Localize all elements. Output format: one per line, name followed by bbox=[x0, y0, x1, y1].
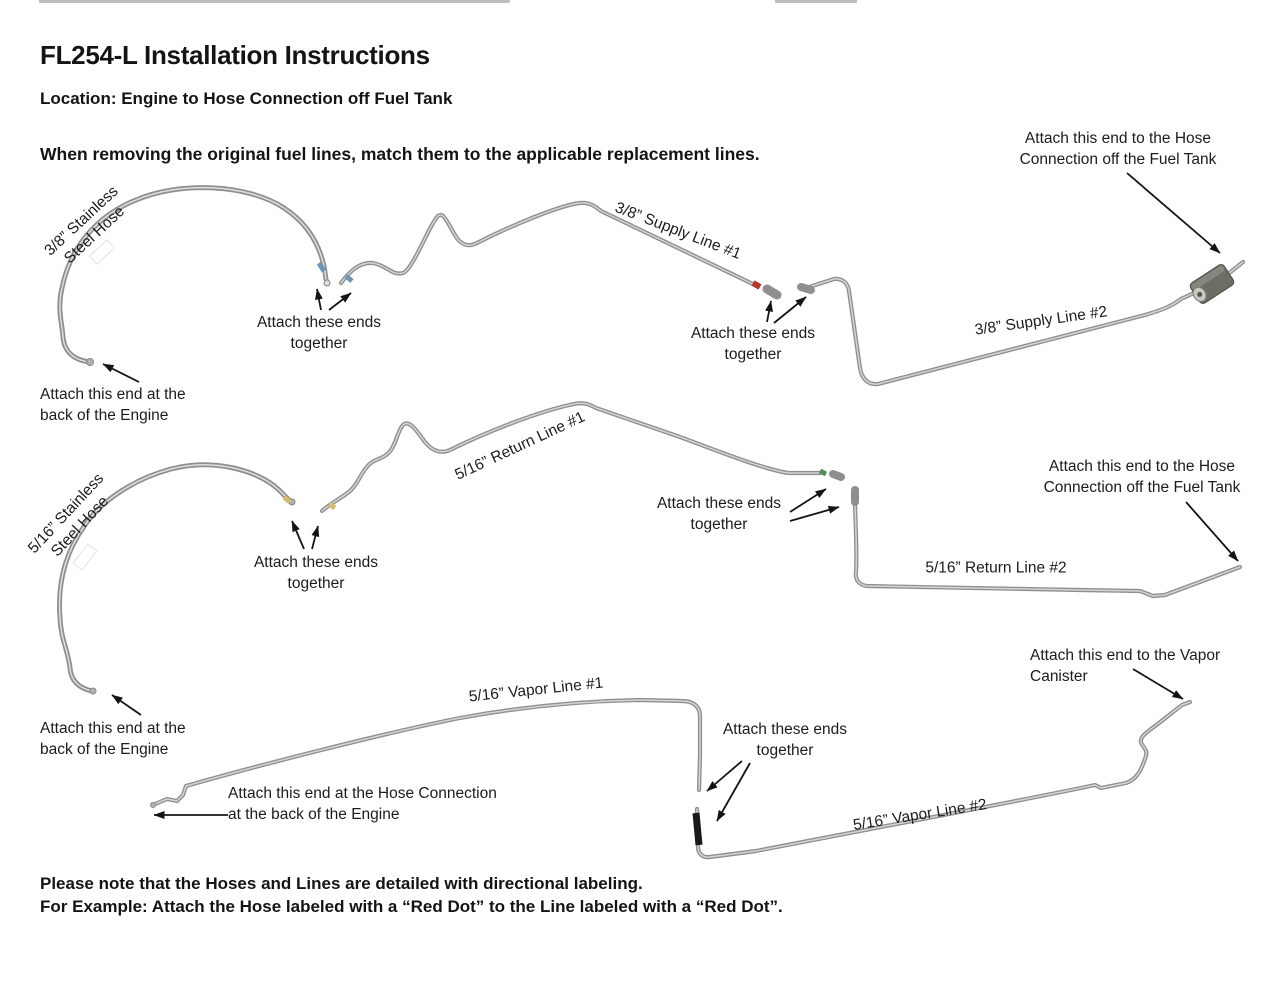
annotation-text-line2: together bbox=[756, 742, 814, 759]
annotation-text-line2: at the back of the Engine bbox=[228, 806, 400, 823]
annotation-text-line2: back of the Engine bbox=[40, 741, 169, 758]
arrow-supply-join1-right bbox=[328, 292, 352, 311]
annotation-attach-ends-supply-join-1: Attach these ends together bbox=[257, 312, 381, 354]
return-line-2-path bbox=[854, 504, 1241, 597]
annotation-text-line1: Attach these ends bbox=[256, 314, 382, 331]
annotation-text-line1: Attach these ends bbox=[253, 554, 379, 571]
annotation-text-line1: Attach this end at the bbox=[40, 386, 186, 403]
annotation-text-line2: together bbox=[290, 335, 348, 352]
arrow-vapor-join-lower bbox=[716, 762, 751, 822]
label-return-line-2: 5/16” Return Line #2 bbox=[925, 559, 1067, 577]
page-title: FL254-L Installation Instructions bbox=[40, 40, 430, 70]
arrow-supply-join2-left bbox=[765, 300, 773, 323]
hose-5-16-engine-end-fitting bbox=[89, 687, 97, 695]
footer-note-line2: For Example: Attach the Hose labeled wit… bbox=[40, 897, 783, 916]
annotation-text-line2: together bbox=[287, 575, 345, 592]
annotation-attach-ends-return-join-1: Attach these ends together bbox=[254, 552, 378, 594]
annotation-text-line1: Attach these ends bbox=[722, 721, 848, 738]
supply-line-2-tip-path bbox=[1225, 259, 1246, 277]
arrow-hose38-engine-end bbox=[102, 363, 140, 383]
annotation-vapor-canister-end: Attach this end to the Vapor Canister bbox=[1030, 645, 1220, 687]
fuel-filter bbox=[1189, 264, 1235, 304]
intro-instruction: When removing the original fuel lines, m… bbox=[40, 144, 760, 164]
hose-3-8-join-end-ring bbox=[323, 279, 331, 287]
annotation-text-line1: Attach this end to the Hose bbox=[1024, 130, 1212, 147]
annotation-attach-ends-supply-join-2: Attach these ends together bbox=[691, 323, 815, 365]
supply-line-1-end-nut bbox=[762, 284, 782, 300]
arrow-return-join1-left bbox=[291, 520, 305, 550]
arrow-hose516-engine-end bbox=[111, 694, 142, 716]
annotation-text-line1: Attach this end at the bbox=[40, 720, 186, 737]
yellow-mark-hose-5-16 bbox=[282, 495, 292, 504]
blue-mark-supply-line-1 bbox=[344, 274, 354, 283]
annotation-text-line1: Attach these ends bbox=[690, 325, 816, 342]
return-line-2-path bbox=[852, 502, 1243, 599]
arrow-supply-join1-left bbox=[315, 288, 323, 311]
hose-3-8-engine-end-fitting bbox=[86, 358, 94, 366]
hose-3-8-white-sleeve bbox=[88, 239, 116, 265]
annotation-engine-end-hose-5-16: Attach this end at the back of the Engin… bbox=[40, 718, 186, 760]
annotation-attach-ends-vapor-join: Attach these ends together bbox=[723, 719, 847, 761]
footer-note-line1: Please note that the Hoses and Lines are… bbox=[40, 874, 643, 893]
green-mark-return-line-1 bbox=[818, 468, 828, 477]
annotation-tank-end-supply: Attach this end to the Hose Connection o… bbox=[1020, 128, 1217, 170]
annotation-text-line1: Attach this end to the Hose bbox=[1048, 458, 1236, 475]
top-border-segment-left bbox=[39, 0, 510, 3]
annotation-hose-connection-engine-vapor: Attach this end at the Hose Connection a… bbox=[228, 783, 497, 825]
arrow-return-join2-right bbox=[789, 506, 840, 522]
top-border-segment-right bbox=[775, 0, 857, 3]
annotation-tank-end-return: Attach this end to the Hose Connection o… bbox=[1044, 456, 1241, 498]
arrow-supply-tank-end bbox=[1126, 172, 1221, 254]
supply-line-2-end-nut bbox=[797, 283, 815, 294]
arrow-vapor-canister-end bbox=[1132, 668, 1184, 700]
yellow-mark-return-line-1 bbox=[327, 501, 337, 511]
annotation-text-line2: together bbox=[724, 346, 782, 363]
annotation-text-line2: Canister bbox=[1030, 668, 1088, 685]
annotation-engine-end-hose-3-8: Attach this end at the back of the Engin… bbox=[40, 384, 186, 426]
arrow-supply-join2-right bbox=[773, 296, 807, 324]
return-line-1-end-nut bbox=[829, 470, 845, 481]
annotation-attach-ends-return-join-2: Attach these ends together bbox=[657, 493, 781, 535]
annotation-text-line2: Connection off the Fuel Tank bbox=[1043, 479, 1241, 496]
arrow-return-join1-right bbox=[311, 525, 320, 550]
annotation-text-line1: Attach this end at the Hose Connection bbox=[228, 785, 497, 802]
annotation-text-line2: together bbox=[690, 516, 748, 533]
annotation-text-line2: back of the Engine bbox=[40, 407, 169, 424]
annotation-text-line1: Attach these ends bbox=[656, 495, 782, 512]
footer-note: Please note that the Hoses and Lines are… bbox=[40, 872, 783, 918]
arrow-return-tank-end bbox=[1185, 501, 1239, 562]
blue-mark-hose-3-8 bbox=[316, 261, 327, 273]
arrow-vapor-join-upper bbox=[706, 760, 743, 792]
location-subtitle: Location: Engine to Hose Connection off … bbox=[40, 89, 453, 108]
arrow-return-join2-left bbox=[789, 488, 827, 513]
annotation-text-line2: Connection off the Fuel Tank bbox=[1019, 151, 1217, 168]
red-mark-supply-line-1 bbox=[751, 280, 762, 290]
hose-5-16-white-sleeve bbox=[72, 543, 98, 571]
black-mark-vapor-line-2 bbox=[692, 812, 703, 846]
annotation-text-line1: Attach this end to the Vapor bbox=[1030, 647, 1221, 664]
vapor-line-1-engine-end-fitting bbox=[150, 802, 156, 808]
